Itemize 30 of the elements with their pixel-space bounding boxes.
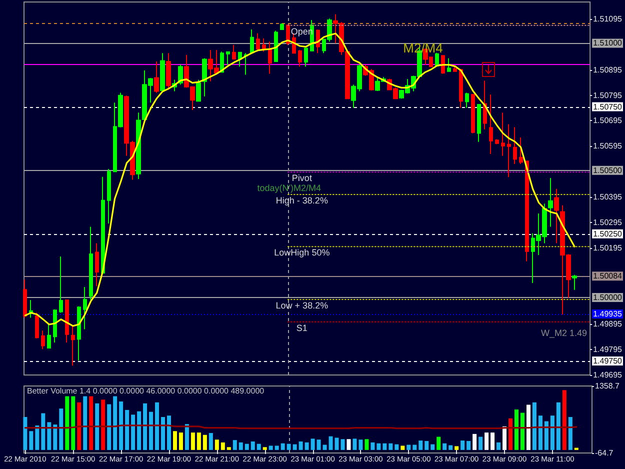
y-tick-label: 1.51095: [593, 14, 623, 24]
y-tick-label: 1.50295: [593, 218, 623, 227]
y-tick-label: 1.49795: [593, 345, 623, 354]
y-tick-label: 1.50195: [593, 243, 623, 252]
ref-line-label: 1.50084: [593, 272, 623, 281]
ref-line-label: 1.50750: [593, 102, 623, 112]
annotation: M2/M4: [403, 40, 443, 56]
y-tick-label: 1.50895: [593, 65, 623, 74]
y-tick-label: -64.7: [595, 448, 614, 458]
y-tick-label: 1.50595: [593, 142, 623, 151]
series-label: LowHigh 50%: [274, 248, 330, 258]
y-tick-label: 1.49895: [593, 320, 623, 329]
ref-line-label: 1.50000: [593, 292, 623, 302]
series-label: Pivot: [292, 173, 312, 184]
ref-line-label: 1.49750: [593, 356, 623, 366]
annotation: today(N')M2/M4: [257, 183, 321, 193]
y-tick-label: 1.50695: [593, 116, 623, 126]
ref-line-label: 1.51000: [593, 38, 623, 48]
series-label: Low + 38.2%: [276, 300, 328, 310]
chart-title: Better Volume 1.4 0.0000 0.0000 46.0000 0.0000 0.0000 489.0000: [27, 386, 265, 396]
y-tick-label: 1.49695: [593, 370, 623, 380]
annotation: W_M2 1.49: [540, 328, 587, 338]
series-label: High - 38.2%: [276, 195, 328, 206]
y-tick-label: 1358.7: [595, 382, 620, 390]
y-tick-label: 1.50395: [593, 192, 623, 202]
ref-line-label: 1.50250: [593, 229, 623, 238]
ref-line-label: 1.50500: [593, 166, 623, 175]
series-label: S1: [296, 322, 308, 333]
y-tick-label: 1.50795: [593, 90, 623, 100]
ref-line-label: 1.49935: [593, 309, 623, 318]
